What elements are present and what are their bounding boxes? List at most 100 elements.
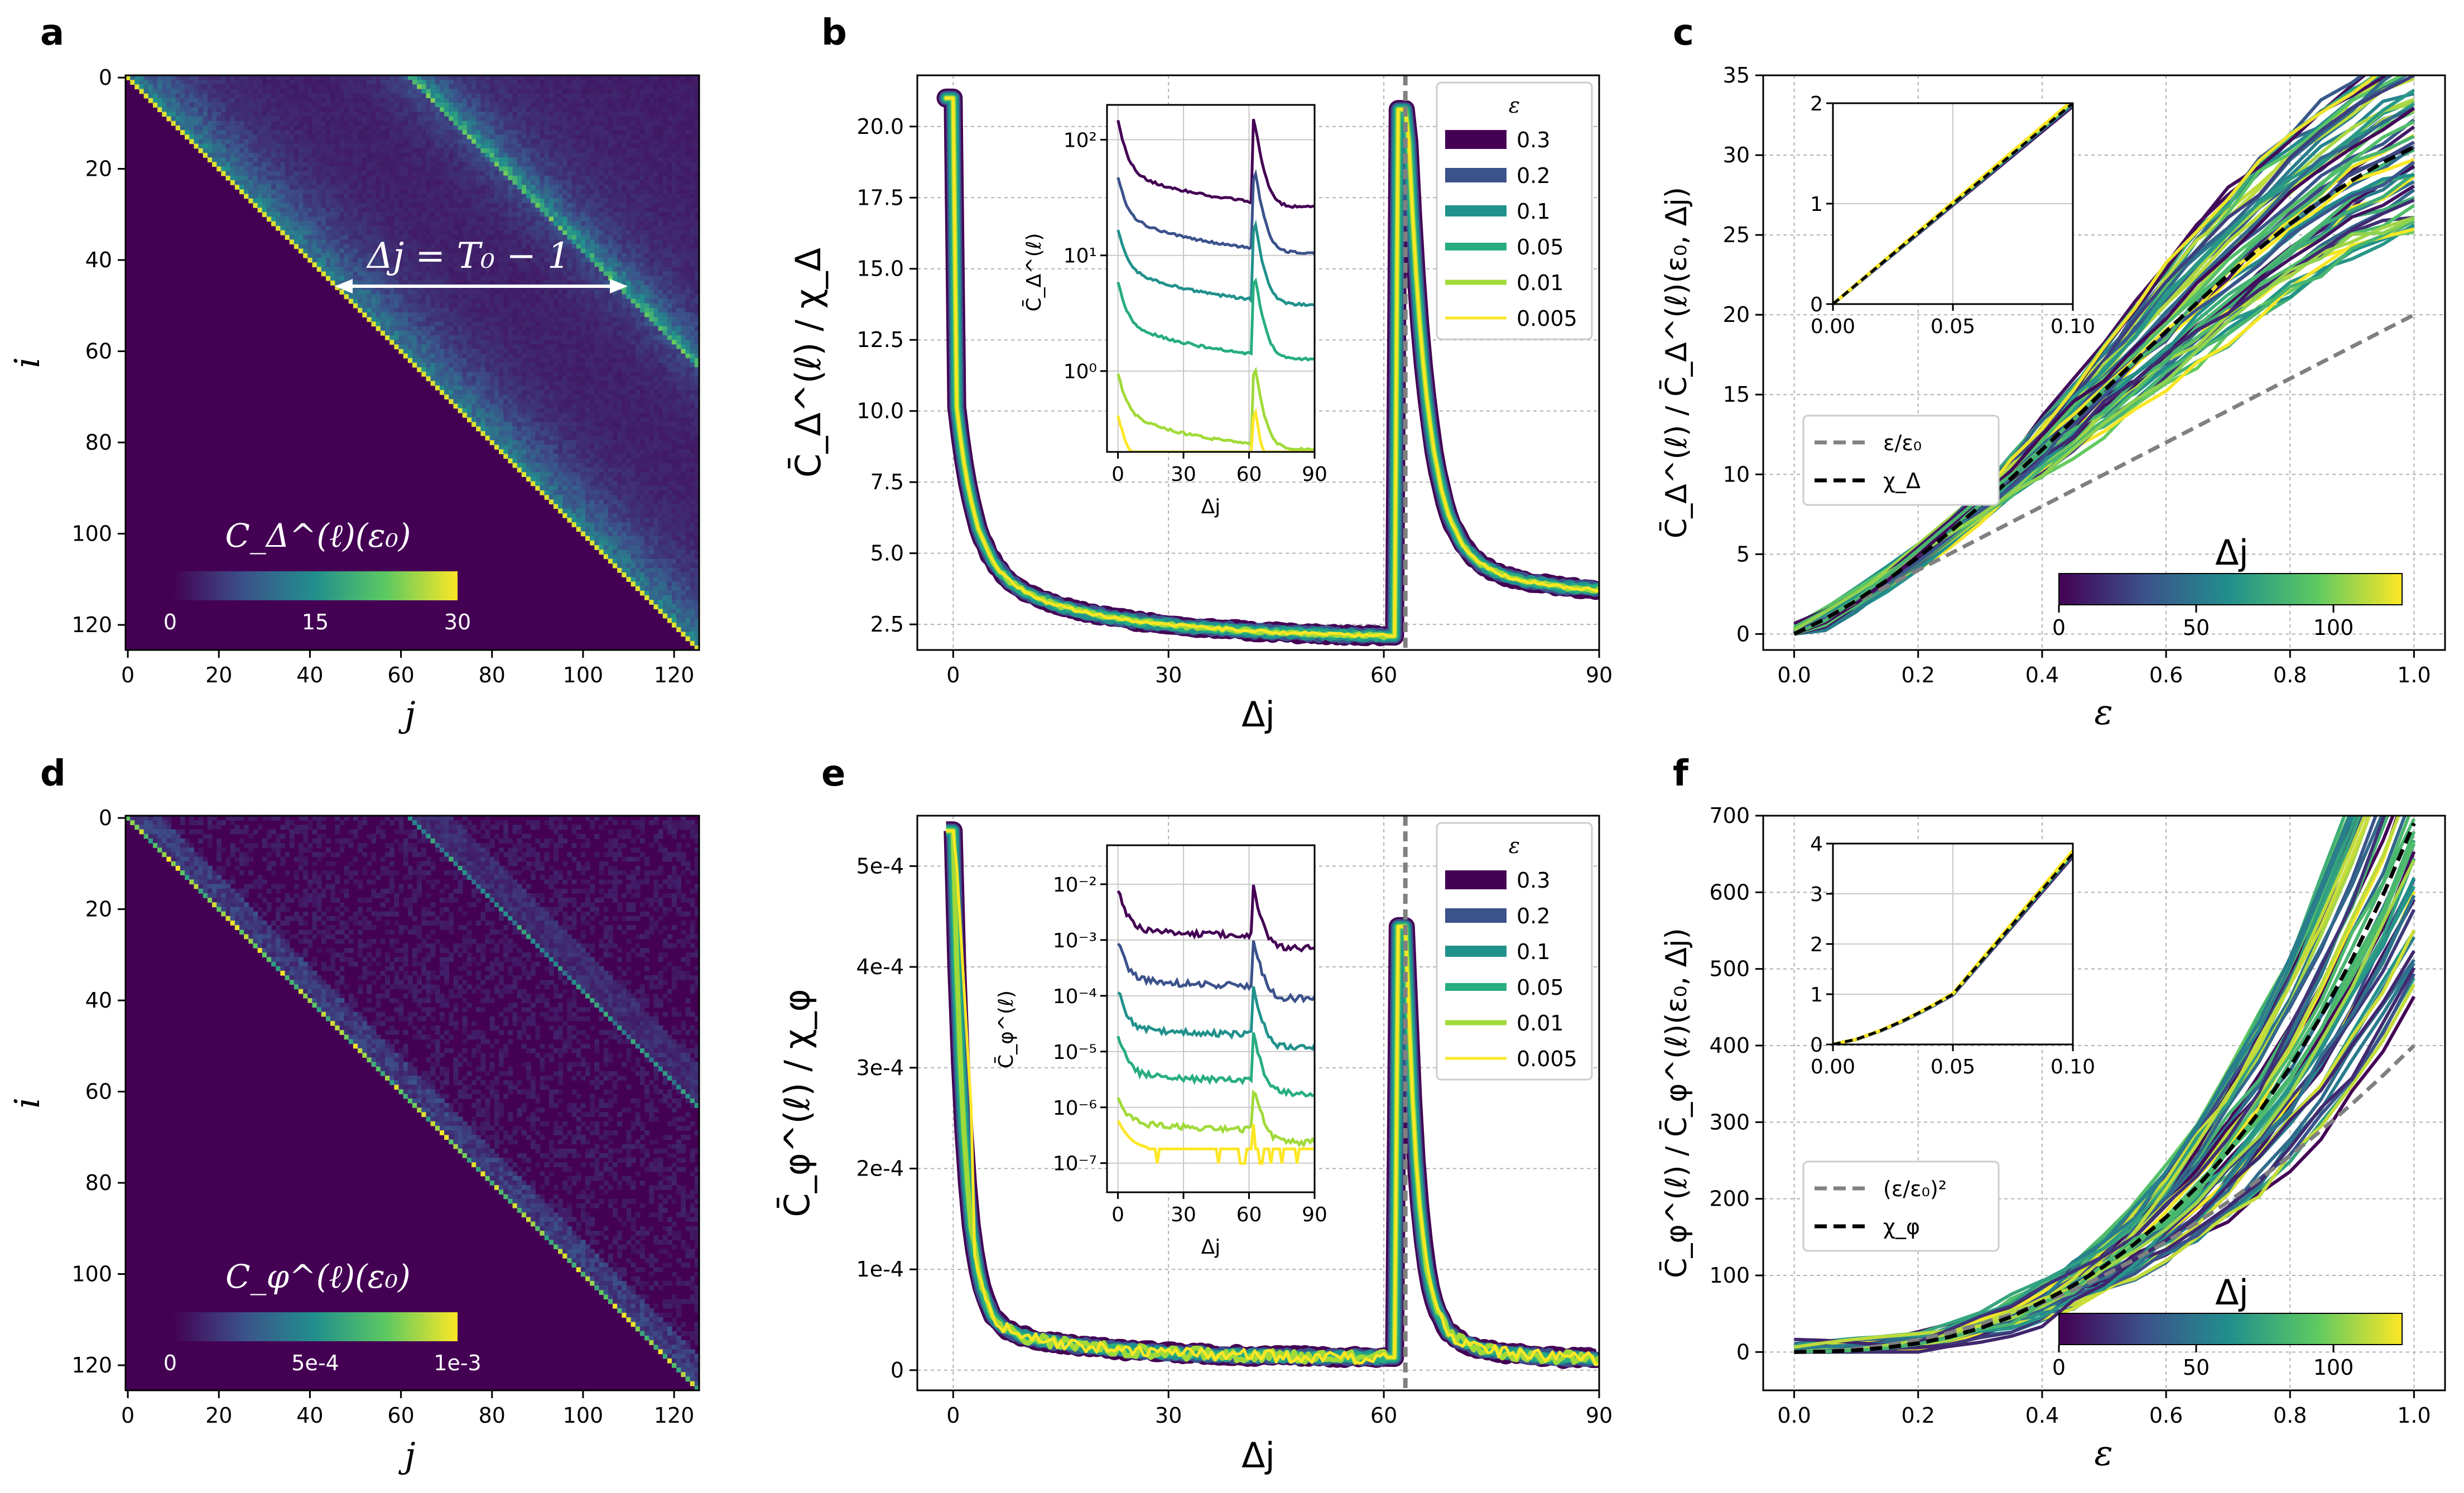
heatmap-cell — [567, 75, 572, 80]
heatmap-cell — [293, 171, 299, 176]
heatmap-cell — [603, 208, 609, 213]
heatmap-cell — [617, 75, 622, 80]
heatmap-cell — [257, 134, 263, 140]
heatmap-cell — [212, 134, 217, 140]
heatmap-cell — [440, 148, 445, 153]
heatmap-cell — [639, 171, 645, 176]
heatmap-cell — [585, 80, 590, 85]
heatmap-cell — [453, 84, 459, 90]
heatmap-cell — [326, 112, 331, 117]
heatmap-cell — [585, 93, 590, 99]
heatmap-cell — [244, 185, 249, 190]
heatmap-cell — [426, 235, 431, 240]
heatmap-cell — [681, 143, 686, 149]
heatmap-cell — [608, 107, 613, 112]
heatmap-cell — [635, 248, 641, 254]
heatmap-cell — [234, 80, 240, 85]
heatmap-cell — [548, 153, 554, 158]
heatmap-cell — [608, 112, 613, 117]
heatmap-cell — [644, 225, 649, 231]
heatmap-cell — [667, 198, 672, 204]
heatmap-cell — [148, 89, 153, 94]
heatmap-cell — [276, 107, 281, 112]
heatmap-cell — [321, 180, 326, 185]
heatmap-cell — [458, 180, 463, 185]
heatmap-cell — [453, 225, 459, 231]
heatmap-cell — [639, 253, 645, 258]
heatmap-cell — [244, 189, 249, 195]
heatmap-cell — [580, 185, 586, 190]
heatmap-cell — [571, 253, 577, 258]
heatmap-cell — [312, 244, 317, 249]
heatmap-cell — [590, 175, 595, 181]
heatmap-cell — [453, 157, 459, 162]
heatmap-cell — [385, 198, 390, 204]
heatmap-cell — [617, 157, 622, 162]
heatmap-cell — [617, 198, 622, 204]
heatmap-cell — [348, 198, 354, 204]
heatmap-cell — [417, 130, 422, 135]
heatmap-cell — [207, 125, 213, 131]
heatmap-cell — [635, 93, 641, 99]
heatmap-cell — [599, 203, 604, 208]
heatmap-cell — [635, 194, 641, 199]
heatmap-cell — [321, 253, 326, 258]
heatmap-cell — [662, 194, 668, 199]
heatmap-cell — [271, 185, 276, 190]
heatmap-cell — [622, 212, 627, 217]
heatmap-cell — [344, 239, 349, 245]
heatmap-cell — [512, 216, 518, 222]
heatmap-cell — [248, 198, 254, 204]
heatmap-cell — [639, 80, 645, 85]
heatmap-cell — [407, 162, 413, 167]
heatmap-cell — [339, 153, 345, 158]
heatmap-cell — [371, 194, 377, 199]
heatmap-cell — [216, 98, 222, 103]
heatmap-cell — [435, 258, 440, 263]
heatmap-cell — [276, 89, 281, 94]
heatmap-cell — [289, 139, 295, 145]
heatmap-cell — [330, 121, 335, 126]
heatmap-cell — [653, 148, 659, 153]
heatmap-cell — [499, 185, 504, 190]
heatmap-cell — [644, 248, 649, 254]
heatmap-cell — [694, 180, 700, 185]
heatmap-cell — [248, 84, 254, 90]
heatmap-cell — [371, 271, 377, 277]
heatmap-cell — [631, 139, 636, 145]
heatmap-cell — [613, 235, 618, 240]
heatmap-cell — [453, 244, 459, 249]
heatmap-cell — [285, 189, 290, 195]
heatmap-cell — [248, 166, 254, 172]
heatmap-cell — [326, 262, 331, 267]
heatmap-cell — [672, 93, 677, 99]
heatmap-cell — [458, 185, 463, 190]
heatmap-cell — [521, 162, 527, 167]
heatmap-cell — [471, 153, 477, 158]
heatmap-cell — [458, 171, 463, 176]
heatmap-cell — [562, 180, 567, 185]
heatmap-cell — [417, 157, 422, 162]
heatmap-cell — [280, 153, 286, 158]
heatmap-cell — [339, 157, 345, 162]
heatmap-cell — [143, 80, 149, 85]
heatmap-cell — [531, 258, 536, 263]
heatmap-cell — [599, 258, 604, 263]
heatmap-cell — [303, 244, 308, 249]
heatmap-cell — [171, 80, 176, 85]
heatmap-cell — [344, 276, 349, 281]
heatmap-cell — [326, 189, 331, 195]
heatmap-cell — [262, 93, 267, 99]
heatmap-cell — [239, 84, 244, 90]
heatmap-cell — [380, 80, 386, 85]
heatmap-cell — [376, 75, 381, 80]
heatmap-cell — [603, 271, 609, 277]
heatmap-cell — [644, 134, 649, 140]
heatmap-cell — [440, 212, 445, 217]
heatmap-cell — [299, 194, 304, 199]
heatmap-cell — [353, 130, 358, 135]
heatmap-cell — [631, 198, 636, 204]
heatmap-cell — [403, 125, 408, 131]
heatmap-cell — [603, 180, 609, 185]
heatmap-cell — [521, 280, 527, 286]
